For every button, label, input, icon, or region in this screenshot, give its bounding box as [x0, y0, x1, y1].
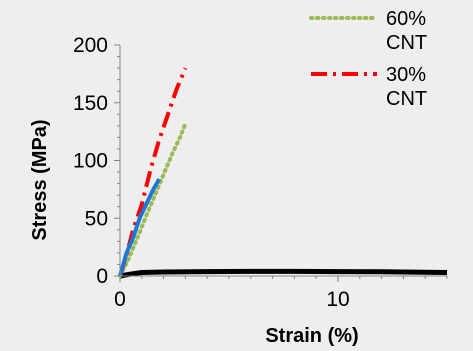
- legend-label: 60% CNT: [386, 8, 427, 54]
- x-axis-title: Strain (%): [265, 325, 358, 347]
- y-axis-ticks: 0 50 100 150 200: [73, 34, 120, 288]
- legend: 60% CNT 30% CNT: [309, 8, 427, 110]
- y-tick-label: 150: [73, 92, 108, 115]
- series-line: [118, 67, 188, 277]
- legend-label: 30% CNT: [386, 64, 427, 110]
- series-line: [118, 121, 188, 278]
- plot-area: [118, 67, 448, 279]
- y-tick-label: 200: [73, 34, 108, 57]
- series-line: [118, 178, 161, 277]
- x-axis-ticks: 0 10: [114, 276, 448, 311]
- x-tick-label: 10: [326, 288, 349, 311]
- y-tick-label: 100: [73, 150, 108, 173]
- y-tick-label: 0: [96, 265, 108, 288]
- x-tick-label: 0: [114, 288, 126, 311]
- series-line: [119, 268, 448, 279]
- y-axis-title: Stress (MPa): [29, 119, 51, 240]
- y-tick-label: 50: [85, 207, 108, 230]
